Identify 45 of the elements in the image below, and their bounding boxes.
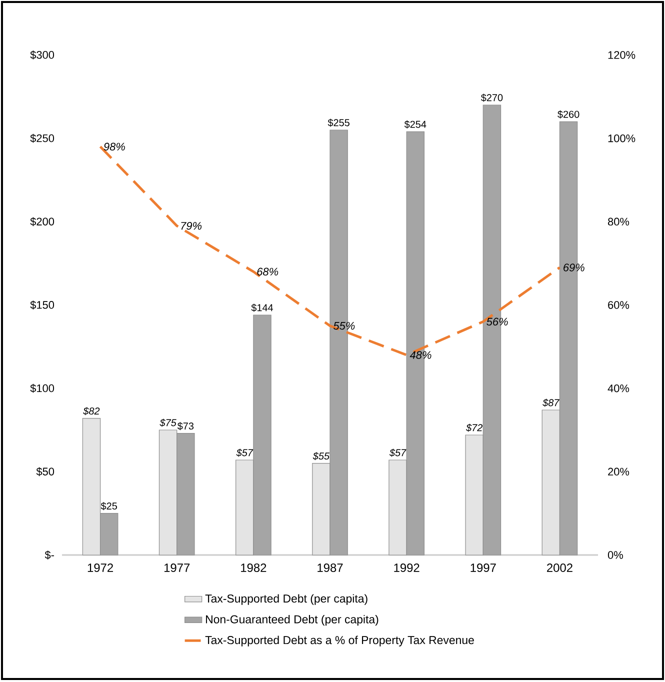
x-tick-label: 1987 xyxy=(318,564,343,572)
x-tick-label: 1982 xyxy=(241,564,266,572)
data-label: $87 xyxy=(542,398,560,407)
data-label: $260 xyxy=(558,110,580,118)
data-label: $255 xyxy=(328,118,350,127)
data-label: 68% xyxy=(257,268,278,276)
y2-tick-label: 60% xyxy=(608,301,630,309)
data-label: 56% xyxy=(486,318,508,326)
y-tick-label: $- xyxy=(44,550,54,560)
data-label: $82 xyxy=(83,407,100,416)
x-tick-label: 1992 xyxy=(394,564,420,572)
data-label: $57 xyxy=(236,448,254,457)
data-label: $73 xyxy=(177,422,194,430)
y2-tick-label: 20% xyxy=(608,468,630,476)
y2-tick-label: 40% xyxy=(608,384,630,392)
data-label: $57 xyxy=(389,448,406,457)
y-tick-label: $150 xyxy=(30,300,54,310)
data-label: 69% xyxy=(564,264,584,272)
x-tick-label: 1977 xyxy=(164,564,190,572)
data-label: $55 xyxy=(312,452,330,460)
y-tick-label: $50 xyxy=(36,467,54,476)
y-tick-label: $250 xyxy=(30,134,54,143)
y2-tick-label: 80% xyxy=(608,218,630,226)
y-tick-label: $300 xyxy=(30,50,54,60)
y-tick-label: $100 xyxy=(30,384,54,393)
data-label: $254 xyxy=(404,120,426,128)
data-label: $144 xyxy=(251,304,274,312)
data-label: 98% xyxy=(104,142,125,151)
data-label: $270 xyxy=(480,94,503,102)
legend-label: Tax-Supported Debt as a % of Property Tax Revenue xyxy=(205,636,474,646)
data-label: $72 xyxy=(466,424,482,432)
y2-tick-label: 120% xyxy=(608,51,636,59)
data-label: $75 xyxy=(160,418,176,427)
data-label: 79% xyxy=(181,222,202,230)
y2-tick-label: 0% xyxy=(608,551,623,559)
x-tick-label: 2002 xyxy=(547,564,572,572)
legend-label: Non-Guaranteed Debt (per capita) xyxy=(206,614,378,626)
x-tick-label: 1997 xyxy=(470,564,496,572)
data-label: 48% xyxy=(410,351,432,359)
legend-label: Tax-Supported Debt (per capita) xyxy=(205,594,368,605)
y-tick-label: $200 xyxy=(30,217,54,226)
data-label: 55% xyxy=(333,322,355,330)
data-label: $25 xyxy=(100,502,117,510)
x-tick-label: 1972 xyxy=(88,564,113,572)
y2-tick-label: 100% xyxy=(608,134,636,142)
